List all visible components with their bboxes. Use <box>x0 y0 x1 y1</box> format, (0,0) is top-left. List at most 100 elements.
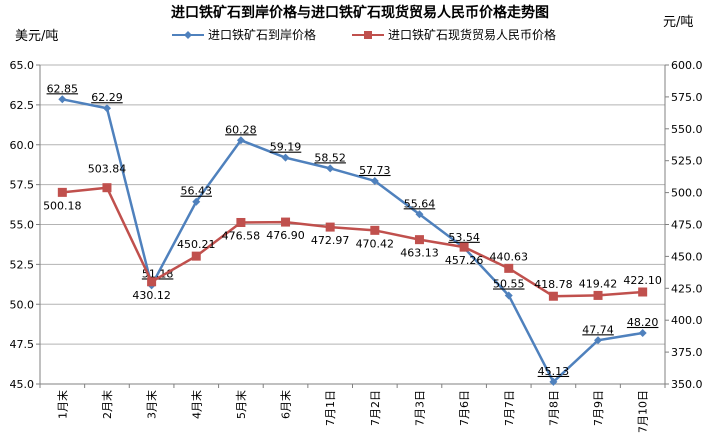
series-iron-ore-cif: 62.8562.2951.1856.4360.2859.1958.5257.73… <box>47 82 659 386</box>
left-tick-label: 45.0 <box>10 378 35 391</box>
data-label: 50.55 <box>493 277 525 290</box>
category-label: 7月6日 <box>458 390 471 426</box>
data-label: 48.20 <box>627 316 659 329</box>
data-label: 476.58 <box>222 229 261 242</box>
data-label: 500.18 <box>43 199 82 212</box>
data-point <box>593 290 603 300</box>
data-point <box>325 222 335 232</box>
left-tick-label: 60.0 <box>10 139 35 152</box>
category-label: 6月末 <box>279 390 293 419</box>
data-point <box>102 104 111 113</box>
category-label: 7月9日 <box>592 390 605 426</box>
data-label: 503.84 <box>88 163 127 176</box>
data-label: 57.73 <box>359 164 391 177</box>
data-label: 422.10 <box>623 274 662 287</box>
data-label: 58.52 <box>314 151 346 164</box>
data-point <box>147 277 157 287</box>
data-point <box>414 235 424 245</box>
category-label: 7月2日 <box>369 390 382 426</box>
data-label: 418.78 <box>534 278 573 291</box>
category-label: 7月7日 <box>503 390 516 426</box>
category-label: 4月末 <box>189 390 203 419</box>
left-tick-label: 55.0 <box>10 219 35 232</box>
data-label: 62.85 <box>47 82 79 95</box>
data-point <box>459 242 469 252</box>
data-label: 463.13 <box>400 247 439 260</box>
data-point <box>191 251 201 261</box>
data-point <box>504 291 513 300</box>
legend: 进口铁矿石到岸价格 进口铁矿石现货贸易人民币价格 <box>172 27 556 42</box>
left-tick-label: 57.5 <box>10 179 35 192</box>
category-label: 2月末 <box>100 390 114 419</box>
data-point <box>370 225 380 235</box>
category-label: 7月10日 <box>637 390 650 433</box>
left-tick-label: 50.0 <box>10 298 35 311</box>
data-label: 470.42 <box>356 237 395 250</box>
data-point <box>58 95 67 104</box>
right-tick-label: 500.0 <box>671 187 703 200</box>
data-label: 476.90 <box>266 229 305 242</box>
left-tick-label: 62.5 <box>10 99 35 112</box>
data-point <box>549 377 558 386</box>
category-label: 7月8日 <box>547 390 560 426</box>
category-label: 5月末 <box>234 390 248 419</box>
left-tick-label: 47.5 <box>10 338 35 351</box>
data-label: 56.43 <box>181 185 213 198</box>
legend-label-iron-ore-cif: 进口铁矿石到岸价格 <box>208 27 316 42</box>
right-tick-label: 350.0 <box>671 378 703 391</box>
data-label: 430.12 <box>132 289 171 302</box>
data-point <box>57 187 67 197</box>
right-tick-label: 475.0 <box>671 219 703 232</box>
data-point <box>548 291 558 301</box>
right-tick-label: 525.0 <box>671 155 703 168</box>
data-label: 60.28 <box>225 123 257 136</box>
data-label: 59.19 <box>270 141 302 154</box>
data-point <box>638 287 648 297</box>
data-label: 472.97 <box>311 234 350 247</box>
grid-lines <box>40 64 665 385</box>
data-point <box>192 197 201 206</box>
right-tick-label: 575.0 <box>671 91 703 104</box>
data-point <box>236 136 245 145</box>
right-tick-label: 450.0 <box>671 250 703 263</box>
category-label: 3月末 <box>145 390 159 419</box>
category-axis-ticks: 1月末 2月末 3月末 4月末 5月末 6月末 7月1日 7月2日 7月3日 7月6日 7月7日 7月… <box>39 384 666 433</box>
data-point <box>102 183 112 193</box>
data-point <box>415 210 424 219</box>
category-label: 7月3日 <box>413 390 426 426</box>
data-point <box>504 263 514 273</box>
data-point <box>281 153 290 162</box>
data-label: 45.13 <box>538 365 570 378</box>
data-point <box>370 176 379 185</box>
data-point <box>326 164 335 173</box>
left-axis-ticks: 45.0 47.5 50.0 52.5 55.0 57.5 60.0 62.5 65.0 <box>10 59 40 391</box>
data-label: 62.29 <box>91 91 123 104</box>
right-tick-label: 550.0 <box>671 123 703 136</box>
legend-label-iron-ore-rmb: 进口铁矿石现货贸易人民币价格 <box>388 27 556 42</box>
legend-marker-iron-ore-cif <box>184 31 192 39</box>
data-label: 450.21 <box>177 238 216 251</box>
right-tick-label: 600.0 <box>671 59 703 72</box>
data-label: 47.74 <box>582 323 614 336</box>
data-label: 457.26 <box>445 254 484 267</box>
right-tick-label: 375.0 <box>671 346 703 359</box>
series-line <box>62 98 643 384</box>
data-point <box>281 217 291 227</box>
data-label: 53.54 <box>448 231 480 244</box>
data-point <box>594 336 603 345</box>
right-tick-label: 425.0 <box>671 282 703 295</box>
chart-title: 进口铁矿石到岸价格与进口铁矿石现货贸易人民币价格走势图 <box>171 4 549 21</box>
data-label: 419.42 <box>579 277 618 290</box>
series-iron-ore-rmb: 500.18 503.84 430.12 450.21 476.58 476.90 472.… <box>43 163 662 302</box>
right-axis-unit: 元/吨 <box>663 15 693 30</box>
legend-marker-iron-ore-rmb <box>364 31 372 39</box>
category-label: 7月1日 <box>324 390 337 426</box>
data-point <box>236 217 246 227</box>
series-line <box>62 186 643 298</box>
data-label: 55.64 <box>404 197 436 210</box>
left-axis-unit: 美元/吨 <box>15 29 58 44</box>
data-point <box>638 328 647 337</box>
right-tick-label: 400.0 <box>671 314 703 327</box>
category-label: 1月末 <box>55 390 69 419</box>
